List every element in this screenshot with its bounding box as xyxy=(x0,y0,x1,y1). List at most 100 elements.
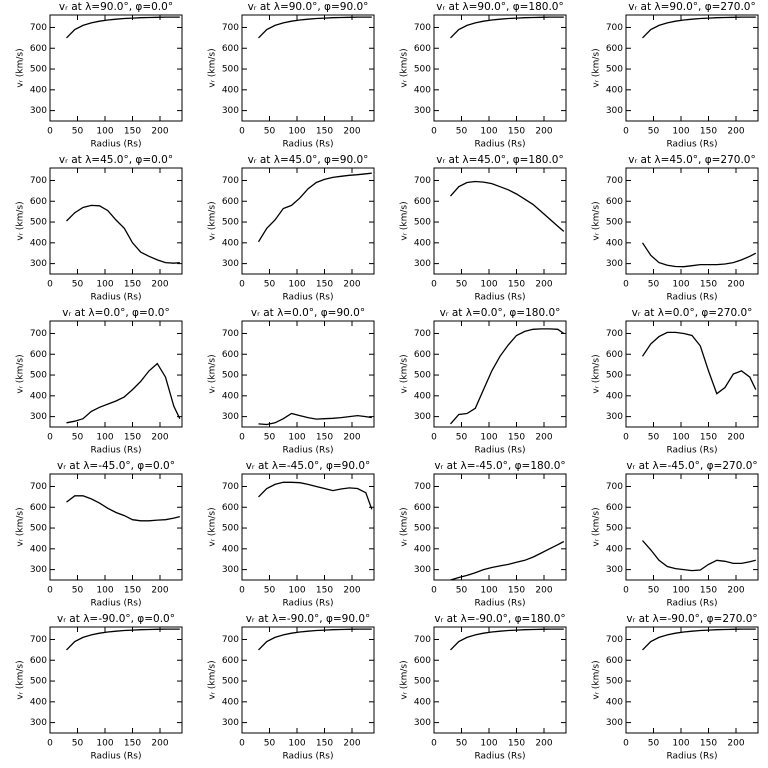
x-tick-label: 100 xyxy=(288,127,305,137)
y-tick-label: 400 xyxy=(606,238,623,248)
panel-title: vᵣ at λ=90.0°, φ=90.0° xyxy=(248,1,369,13)
x-tick-label: 50 xyxy=(648,280,660,290)
x-tick-label: 50 xyxy=(264,739,276,749)
panel: vᵣ at λ=-90.0°, φ=0.0° Radius (Rs) vᵣ (km/… xyxy=(16,613,183,762)
x-tick-label: 100 xyxy=(480,739,497,749)
y-tick-label: 400 xyxy=(606,85,623,95)
x-axis-label: Radius (Rs) xyxy=(666,752,717,762)
y-tick-label: 400 xyxy=(222,391,239,401)
plot-frame xyxy=(49,320,183,428)
y-tick-label: 600 xyxy=(606,44,623,54)
x-tick-label: 0 xyxy=(431,127,437,137)
panel: vᵣ at λ=-45.0°, φ=180.0° Radius (Rs) vᵣ (k… xyxy=(400,460,567,609)
y-tick-label: 600 xyxy=(414,197,431,207)
x-tick-label: 200 xyxy=(727,433,744,443)
x-tick-label: 150 xyxy=(700,127,717,137)
x-tick-label: 150 xyxy=(316,739,333,749)
line xyxy=(450,328,565,425)
y-axis-label: vᵣ (km/s) xyxy=(208,660,218,699)
y-tick-label: 700 xyxy=(606,176,623,186)
x-tick-label: 100 xyxy=(288,280,305,290)
y-tick-label: 700 xyxy=(414,635,431,645)
x-tick-label: 100 xyxy=(672,280,689,290)
x-tick-label: 150 xyxy=(124,127,141,137)
line xyxy=(66,362,181,424)
y-tick-label: 700 xyxy=(222,482,239,492)
y-tick-label: 400 xyxy=(414,544,431,554)
y-tick-label: 700 xyxy=(222,329,239,339)
panel-title: vᵣ at λ=90.0°, φ=270.0° xyxy=(628,1,756,13)
plot-frame xyxy=(49,473,183,581)
y-tick-label: 600 xyxy=(414,656,431,666)
y-tick-label: 300 xyxy=(30,259,47,269)
panel-title: vᵣ at λ=90.0°, φ=180.0° xyxy=(436,1,564,13)
y-tick-label: 300 xyxy=(222,412,239,422)
x-tick-label: 50 xyxy=(648,433,660,443)
panel-title: vᵣ at λ=-45.0°, φ=0.0° xyxy=(57,460,175,472)
panel-title: vᵣ at λ=45.0°, φ=0.0° xyxy=(59,154,173,166)
y-tick-label: 400 xyxy=(222,85,239,95)
x-tick-label: 100 xyxy=(480,127,497,137)
panel-title: vᵣ at λ=0.0°, φ=180.0° xyxy=(440,307,561,319)
panel: vᵣ at λ=-90.0°, φ=180.0° Radius (Rs) vᵣ (k… xyxy=(400,613,567,762)
y-axis-label: vᵣ (km/s) xyxy=(16,48,26,87)
y-tick-label: 600 xyxy=(606,656,623,666)
panel-title: vᵣ at λ=-90.0°, φ=180.0° xyxy=(434,613,565,625)
x-tick-label: 50 xyxy=(648,586,660,596)
y-tick-label: 500 xyxy=(30,677,47,687)
y-tick-label: 300 xyxy=(222,259,239,269)
y-tick-label: 300 xyxy=(30,106,47,116)
x-tick-label: 200 xyxy=(151,280,168,290)
x-tick-label: 0 xyxy=(623,586,629,596)
x-axis-label: Radius (Rs) xyxy=(90,140,141,150)
y-tick-label: 700 xyxy=(414,482,431,492)
x-tick-label: 200 xyxy=(343,739,360,749)
y-tick-label: 500 xyxy=(414,371,431,381)
x-axis-label: Radius (Rs) xyxy=(90,446,141,456)
x-tick-label: 150 xyxy=(316,280,333,290)
y-tick-label: 700 xyxy=(606,23,623,33)
y-tick-label: 600 xyxy=(222,197,239,207)
plot-frame xyxy=(241,167,375,275)
x-tick-label: 200 xyxy=(535,433,552,443)
y-tick-label: 500 xyxy=(222,524,239,534)
panel: vᵣ at λ=45.0°, φ=90.0° Radius (Rs) vᵣ (km/… xyxy=(208,154,375,303)
y-tick-label: 300 xyxy=(414,259,431,269)
line xyxy=(258,16,372,39)
x-tick-label: 200 xyxy=(151,739,168,749)
x-tick-label: 50 xyxy=(72,586,84,596)
y-tick-label: 400 xyxy=(606,544,623,554)
plot-frame xyxy=(433,473,567,581)
y-tick-label: 600 xyxy=(30,656,47,666)
x-tick-label: 100 xyxy=(288,586,305,596)
x-tick-label: 200 xyxy=(535,127,552,137)
x-tick-label: 150 xyxy=(124,739,141,749)
line xyxy=(66,204,180,264)
panel-title: vᵣ at λ=-90.0°, φ=270.0° xyxy=(626,613,757,625)
y-tick-label: 500 xyxy=(222,371,239,381)
x-tick-label: 50 xyxy=(648,739,660,749)
x-tick-label: 50 xyxy=(72,127,84,137)
panel: vᵣ at λ=-90.0°, φ=90.0° Radius (Rs) vᵣ (km… xyxy=(208,613,375,762)
x-axis-label: Radius (Rs) xyxy=(282,446,333,456)
x-tick-label: 200 xyxy=(535,739,552,749)
y-axis-label: vᵣ (km/s) xyxy=(16,660,26,699)
x-axis-label: Radius (Rs) xyxy=(474,293,525,303)
panel: vᵣ at λ=0.0°, φ=90.0° Radius (Rs) vᵣ (km/s… xyxy=(208,307,375,456)
x-tick-label: 100 xyxy=(96,586,113,596)
panel: vᵣ at λ=-45.0°, φ=90.0° Radius (Rs) vᵣ (km… xyxy=(208,460,375,609)
x-tick-label: 150 xyxy=(700,280,717,290)
line xyxy=(450,16,564,39)
x-tick-label: 150 xyxy=(508,586,525,596)
y-tick-label: 300 xyxy=(606,412,623,422)
y-tick-label: 500 xyxy=(30,371,47,381)
x-tick-label: 50 xyxy=(456,739,468,749)
panel: vᵣ at λ=0.0°, φ=0.0° Radius (Rs) vᵣ (km/s)… xyxy=(16,307,183,456)
y-tick-label: 300 xyxy=(606,259,623,269)
y-tick-label: 600 xyxy=(30,197,47,207)
panel: vᵣ at λ=-90.0°, φ=270.0° Radius (Rs) vᵣ (k… xyxy=(592,613,759,762)
x-tick-label: 0 xyxy=(623,127,629,137)
line xyxy=(642,16,756,39)
y-tick-label: 300 xyxy=(30,412,47,422)
